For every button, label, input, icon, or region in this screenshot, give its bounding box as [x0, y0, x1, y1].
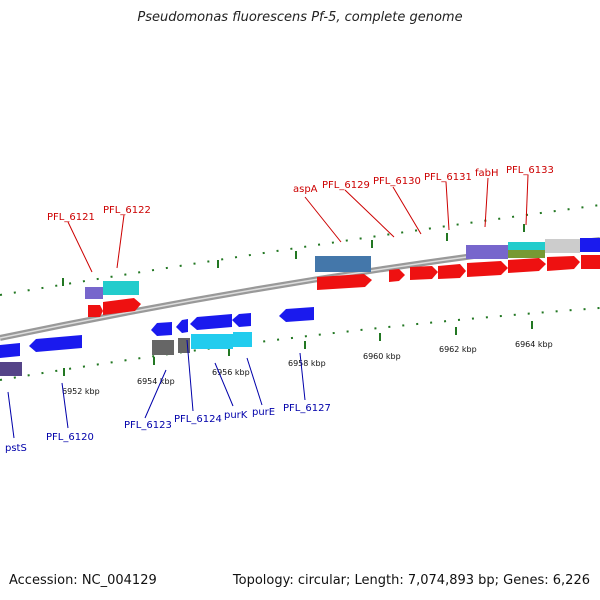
gene-feature: [85, 287, 103, 299]
scale-label: 6952 kbp: [62, 387, 100, 396]
scale-label: 6960 kbp: [363, 352, 401, 361]
gene-feature: [508, 242, 545, 251]
gene-arrow: [508, 258, 546, 273]
gene-label: PFL_6124: [174, 414, 222, 425]
gene-arrow: [389, 269, 405, 282]
gene-arrow: [103, 298, 141, 315]
gene-feature: [233, 332, 252, 347]
gene-arrow: [410, 266, 438, 280]
gene-arrow: [88, 305, 103, 317]
gene-label: fabH: [475, 168, 499, 179]
gene-label: PFL_6127: [283, 403, 331, 414]
gene-feature: [315, 256, 371, 272]
major-ticks: [62, 224, 533, 376]
gene-arrow: [467, 261, 508, 277]
gene-arrow: [438, 264, 466, 279]
gene-feature: [545, 239, 580, 253]
gene-feature: [152, 340, 174, 355]
scale-label: 6962 kbp: [439, 345, 477, 354]
gene-feature: [466, 245, 508, 259]
gene-arrow: [547, 256, 580, 271]
gene-feature: [581, 255, 600, 269]
gene-arrow: [0, 343, 20, 358]
topology-text: Topology: circular; Length: 7,074,893 bp…: [232, 573, 590, 588]
scale-label: 6958 kbp: [288, 359, 326, 368]
gene-label: PFL_6131: [424, 172, 472, 183]
gene-label: PFL_6121: [47, 212, 95, 223]
gene-arrow: [279, 307, 314, 322]
gene-label: PFL_6133: [506, 165, 554, 176]
gene-arrow: [317, 274, 372, 290]
gene-label: aspA: [293, 184, 318, 195]
gene-label: PFL_6122: [103, 205, 151, 216]
gene-feature: [103, 281, 139, 295]
gene-arrow: [29, 335, 82, 352]
gene-label: pstS: [5, 443, 27, 454]
gene-arrow: [232, 313, 251, 327]
scale-label: 6964 kbp: [515, 340, 553, 349]
genome-title: Pseudomonas fluorescens Pf-5, complete g…: [137, 10, 463, 25]
gene-arrow: [190, 314, 232, 330]
forward-gene-features: [85, 238, 600, 317]
scale-label: 6956 kbp: [212, 368, 250, 377]
gene-feature: [191, 334, 233, 349]
gene-arrow: [151, 322, 172, 336]
gene-label: PFL_6123: [124, 420, 172, 431]
scale-label: 6954 kbp: [137, 377, 175, 386]
forward-dotted-track: [0, 204, 600, 296]
gene-label: purE: [252, 407, 275, 418]
reverse-dotted-track: [0, 307, 600, 381]
gene-label: purK: [224, 410, 248, 421]
gene-label: PFL_6130: [373, 176, 421, 187]
gene-arrow: [176, 319, 188, 333]
gene-feature: [0, 362, 22, 376]
accession-text: Accession: NC_004129: [9, 573, 157, 588]
reverse-gene-features: [0, 307, 314, 376]
gene-feature: [508, 250, 545, 258]
gene-label: PFL_6120: [46, 432, 94, 443]
gene-feature: [580, 238, 600, 252]
gene-label: PFL_6129: [322, 180, 370, 191]
